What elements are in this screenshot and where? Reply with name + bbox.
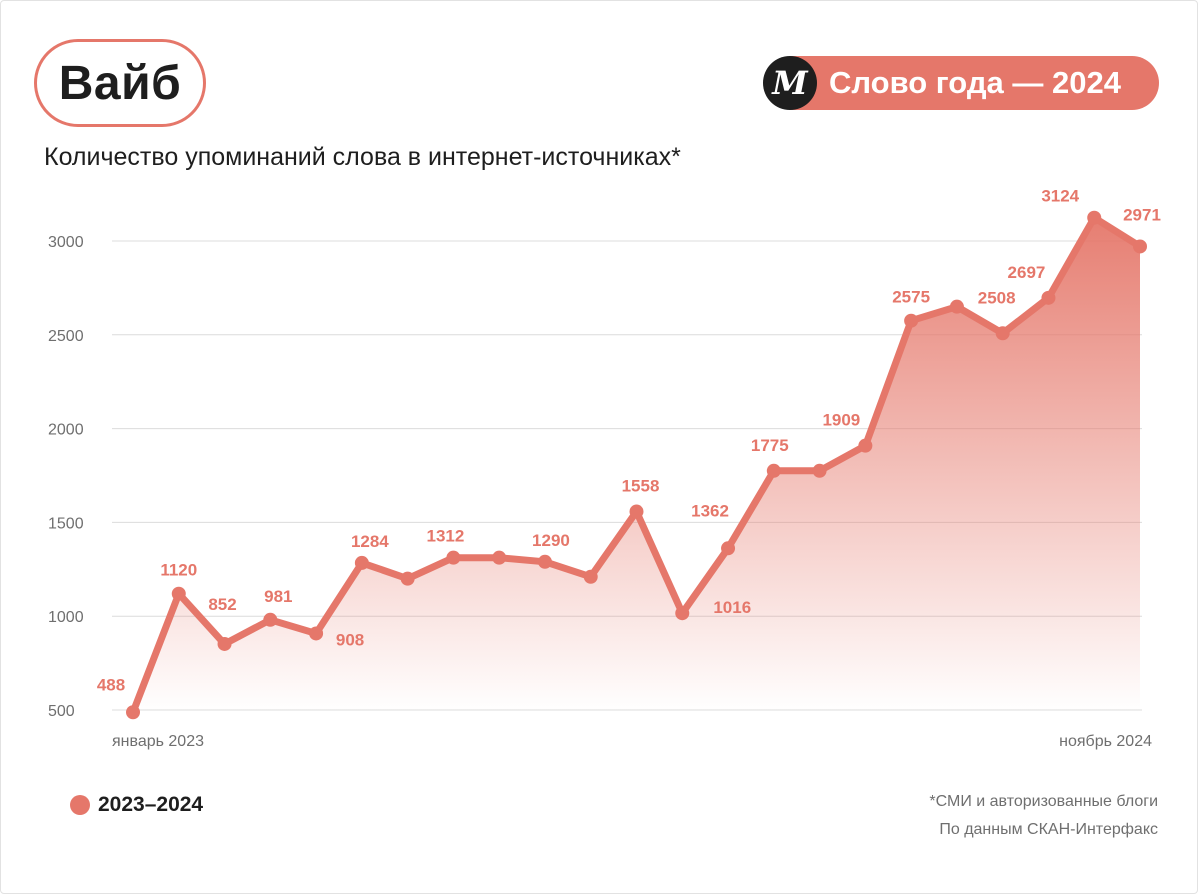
data-label: 488 [97,675,125,694]
data-point [354,555,369,570]
data-point [995,326,1010,341]
data-label: 981 [264,587,292,606]
y-axis-ticks: 500 1000 1500 2000 2500 3000 [48,234,84,720]
data-point [1087,210,1102,225]
data-point [217,636,232,651]
data-point [126,705,140,720]
x-axis-start-label: январь 2023 [112,733,204,750]
data-point [949,299,964,314]
y-tick-label: 1500 [48,515,84,532]
brand-logo-icon: M [763,56,817,110]
data-point [812,463,827,478]
y-tick-label: 2500 [48,328,84,345]
data-points [126,210,1147,720]
footnote-sources: *СМИ и авторизованные блоги [929,793,1158,810]
footnote-data-provider: По данным СКАН-Интерфакс [939,821,1158,838]
data-point [629,504,644,519]
y-tick-label: 3000 [48,234,84,251]
data-label: 2971 [1123,205,1161,224]
word-of-year-badge: Слово года — 2024 M [763,56,1159,110]
data-label: 1284 [351,532,389,551]
data-label: 1775 [751,436,789,455]
data-label: 2697 [1008,263,1046,282]
badge-bar: Слово года — 2024 [791,56,1159,110]
data-label: 2575 [892,288,930,307]
data-label: 908 [336,630,364,649]
data-point [583,569,598,584]
data-point [537,554,552,569]
data-label: 1290 [532,531,570,550]
data-labels: 488 1120 852 981 908 1284 1312 1290 1558 1016 1362… [97,187,1161,695]
chart-subtitle: Количество упоминаний слова в интернет-и… [44,143,681,171]
data-point [1133,239,1147,254]
data-point [675,606,690,621]
y-tick-label: 1000 [48,609,84,626]
data-label: 1909 [822,411,860,430]
data-point [766,463,781,478]
legend-label: 2023–2024 [98,793,204,816]
data-point [904,313,919,328]
data-label: 852 [208,595,236,614]
area-fill [133,217,1140,713]
data-point [858,438,873,453]
badge-text: Слово года — 2024 [829,65,1121,100]
data-point [171,586,186,601]
data-point [492,550,507,565]
data-point [309,626,324,641]
legend-swatch [70,795,90,815]
y-tick-label: 2000 [48,422,84,439]
data-label: 1016 [713,598,751,617]
data-point [263,612,278,627]
data-label: 2508 [978,288,1016,307]
legend: 2023–2024 [70,793,203,817]
data-label: 1120 [160,561,197,580]
data-label: 1362 [691,501,729,520]
data-point [1041,290,1056,305]
word-title: Вайб [34,39,206,127]
data-label: 1558 [622,477,660,496]
data-point [721,541,736,556]
word-title-text: Вайб [58,56,182,110]
data-point [400,571,415,586]
brand-logo-letter: M [772,64,808,102]
data-label: 1312 [426,527,464,546]
y-tick-label: 500 [48,703,75,720]
x-axis-end-label: ноябрь 2024 [1059,733,1152,750]
data-point [446,550,461,565]
data-label: 3124 [1041,187,1079,206]
